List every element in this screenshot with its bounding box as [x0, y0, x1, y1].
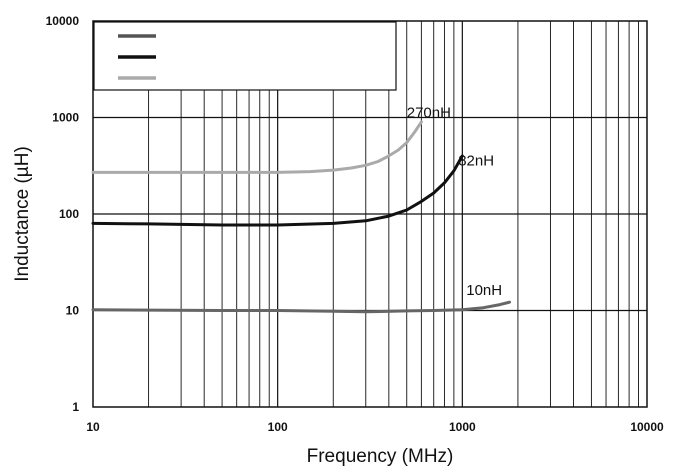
y-tick-label: 1000: [52, 111, 79, 125]
plot-frame: [92, 20, 648, 408]
series-labels: 270nH 82nH 10nH: [407, 105, 502, 299]
series-label-82nH: 82nH: [458, 152, 494, 169]
y-tick-label: 10: [66, 304, 80, 318]
x-tick-label: 10000: [630, 420, 664, 434]
x-axis-label: Frequency (MHz): [307, 446, 454, 467]
x-tick-label: 100: [268, 420, 288, 434]
y-tick-label: 1: [72, 400, 79, 414]
y-tick-label: 100: [59, 207, 79, 221]
y-tick-label: 10000: [46, 14, 80, 28]
x-tick-label: 1000: [449, 420, 476, 434]
x-tick-label: 10: [86, 420, 100, 434]
series-line-10nH: [91, 300, 511, 314]
series-line-270nH: [91, 120, 423, 174]
y-axis-label: Inductance (µH): [12, 146, 33, 282]
y-tick-labels: 1 10 100 1000 10000: [46, 14, 80, 414]
series-lines: [91, 120, 511, 314]
legend: [93, 21, 397, 91]
x-tick-labels: 10 100 1000 10000: [86, 420, 664, 434]
series-label-10nH: 10nH: [466, 282, 502, 299]
series-line-82nH: [91, 154, 464, 227]
series-label-270nH: 270nH: [407, 105, 451, 122]
